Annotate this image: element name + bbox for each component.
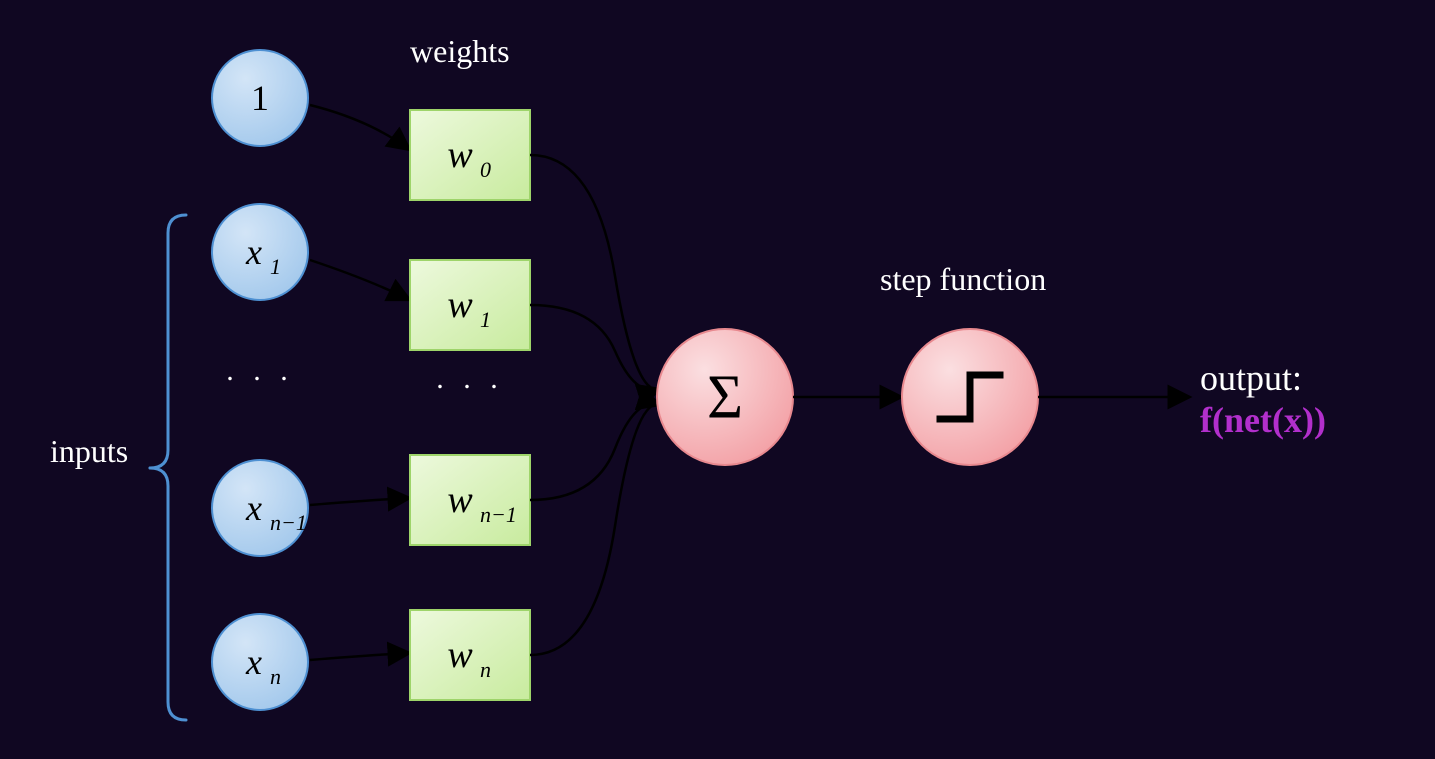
weight-sub-0: 0 (480, 157, 491, 182)
arrow-weight-sum-3 (530, 405, 660, 655)
weight-label-1: w (447, 284, 473, 326)
weight-label-0: w (447, 134, 473, 176)
input-label-3: x (245, 642, 262, 682)
label-step-function: step function (880, 261, 1046, 297)
label-output-line2: f(net(x)) (1200, 400, 1326, 440)
input-label-0: 1 (251, 78, 269, 118)
sum-glyph: Σ (707, 363, 743, 431)
arrow-weight-sum-2 (530, 404, 660, 500)
input-label-1: x (245, 232, 262, 272)
arrow-input-weight-0 (310, 105, 410, 150)
weights-dots: . . . (436, 362, 504, 395)
input-label-2: x (245, 488, 262, 528)
input-brace-bottom (150, 468, 186, 720)
weight-sub-3: n (480, 657, 491, 682)
label-output-line1: output: (1200, 358, 1302, 398)
input-sub-1: 1 (270, 254, 281, 279)
input-sub-2: n−1 (270, 510, 307, 535)
weight-sub-1: 1 (480, 307, 491, 332)
input-sub-3: n (270, 664, 281, 689)
label-inputs: inputs (50, 433, 128, 469)
input-brace-top (150, 215, 186, 468)
weight-sub-2: n−1 (480, 502, 517, 527)
arrow-weight-sum-0 (530, 155, 660, 389)
arrow-input-weight-2 (310, 498, 410, 505)
weight-label-2: w (447, 479, 473, 521)
arrow-weight-sum-1 (530, 305, 660, 390)
label-weights: weights (410, 33, 510, 69)
weight-label-3: w (447, 634, 473, 676)
arrow-input-weight-1 (310, 260, 410, 300)
arrow-input-weight-3 (310, 653, 410, 660)
inputs-dots: . . . (226, 354, 294, 387)
